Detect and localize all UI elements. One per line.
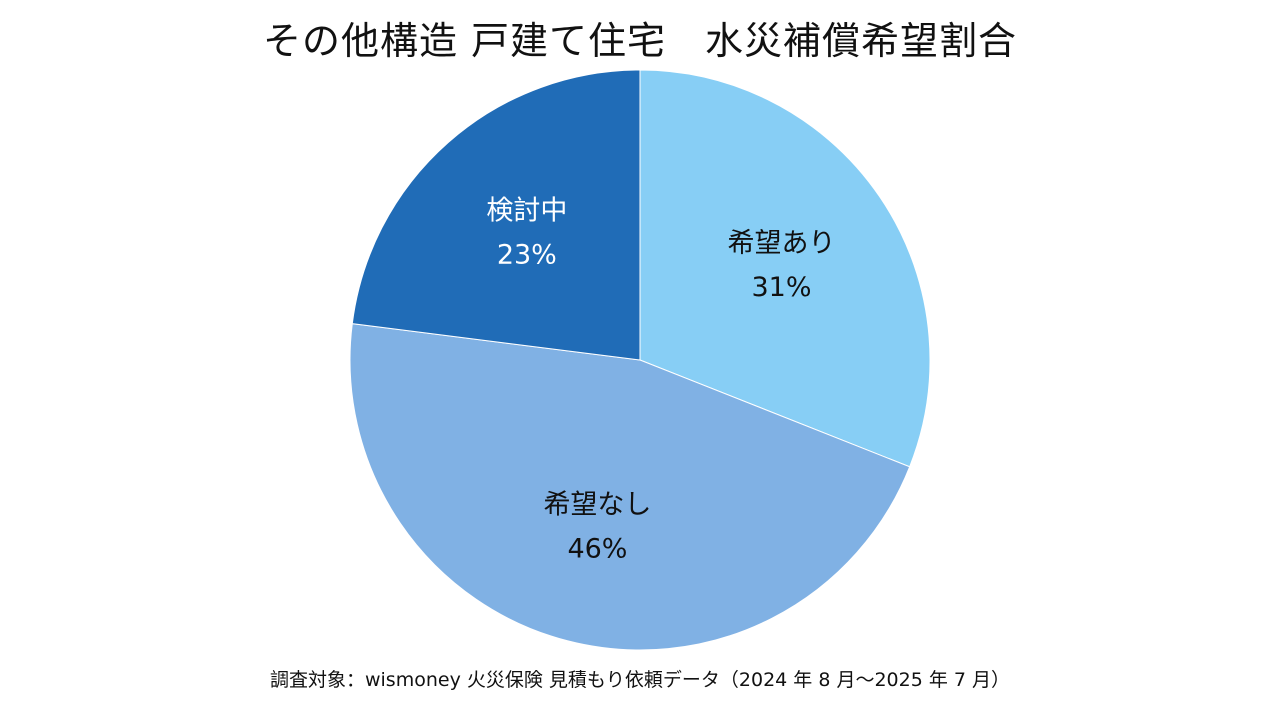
- pie-slice-2: [351, 69, 641, 361]
- pie-labels: 希望あり 31% 希望なし 46% 検討中 23%: [486, 196, 835, 565]
- slice-percent-label: 31%: [752, 272, 812, 303]
- pie-slice-0: [639, 69, 931, 468]
- slice-name-label: 検討中: [486, 196, 567, 227]
- survey-footnote: 調査対象：wismoney 火災保険 見積もり依頼データ（2024 年 8 月〜…: [269, 669, 1011, 691]
- chart-title: その他構造 戸建て住宅 水災補償希望割合: [262, 19, 1018, 63]
- pie-slices: [349, 69, 931, 651]
- slice-name-label: 希望あり: [728, 228, 836, 259]
- slice-percent-label: 46%: [567, 534, 627, 565]
- slice-name-label: 希望なし: [543, 490, 651, 521]
- slice-percent-label: 23%: [497, 240, 557, 271]
- pie-slice-1: [349, 323, 911, 651]
